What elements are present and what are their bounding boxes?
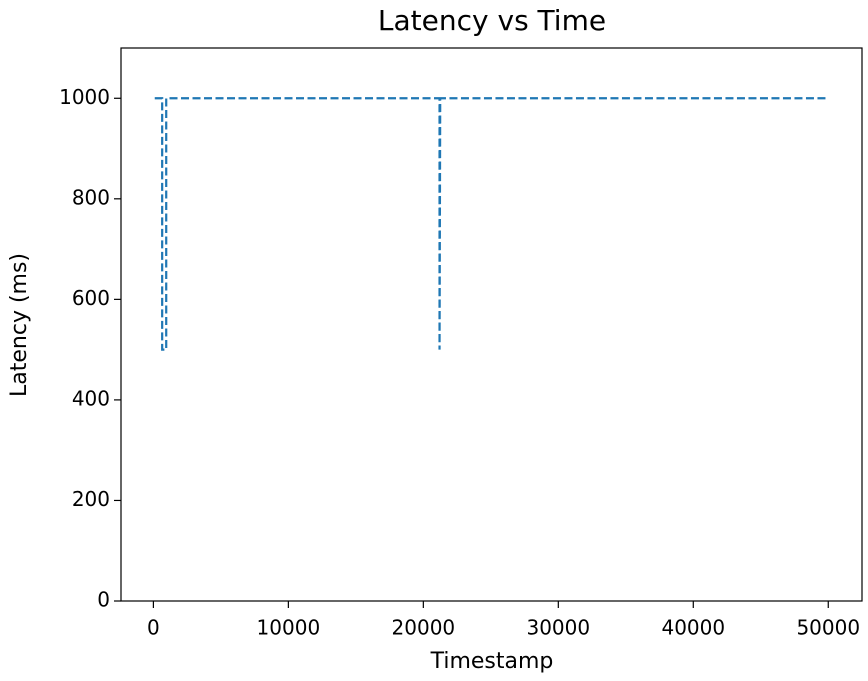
y-tick-label: 600: [72, 286, 110, 310]
y-tick-label: 1000: [59, 85, 110, 109]
y-tick-label: 0: [97, 588, 110, 612]
y-tick-label: 400: [72, 386, 110, 410]
x-tick-label: 20000: [392, 616, 456, 640]
x-tick-label: 50000: [796, 616, 860, 640]
x-tick-label: 10000: [257, 616, 321, 640]
y-tick-label: 800: [72, 185, 110, 209]
x-tick-label: 0: [147, 616, 160, 640]
x-tick-label: 30000: [526, 616, 590, 640]
chart-title: Latency vs Time: [378, 4, 606, 37]
x-tick-label: 40000: [661, 616, 725, 640]
plot-frame: [120, 47, 863, 602]
y-axis-label: Latency (ms): [7, 253, 32, 397]
y-tick-label: 200: [72, 487, 110, 511]
data-line: [154, 97, 829, 351]
x-axis-label: Timestamp: [430, 649, 554, 674]
